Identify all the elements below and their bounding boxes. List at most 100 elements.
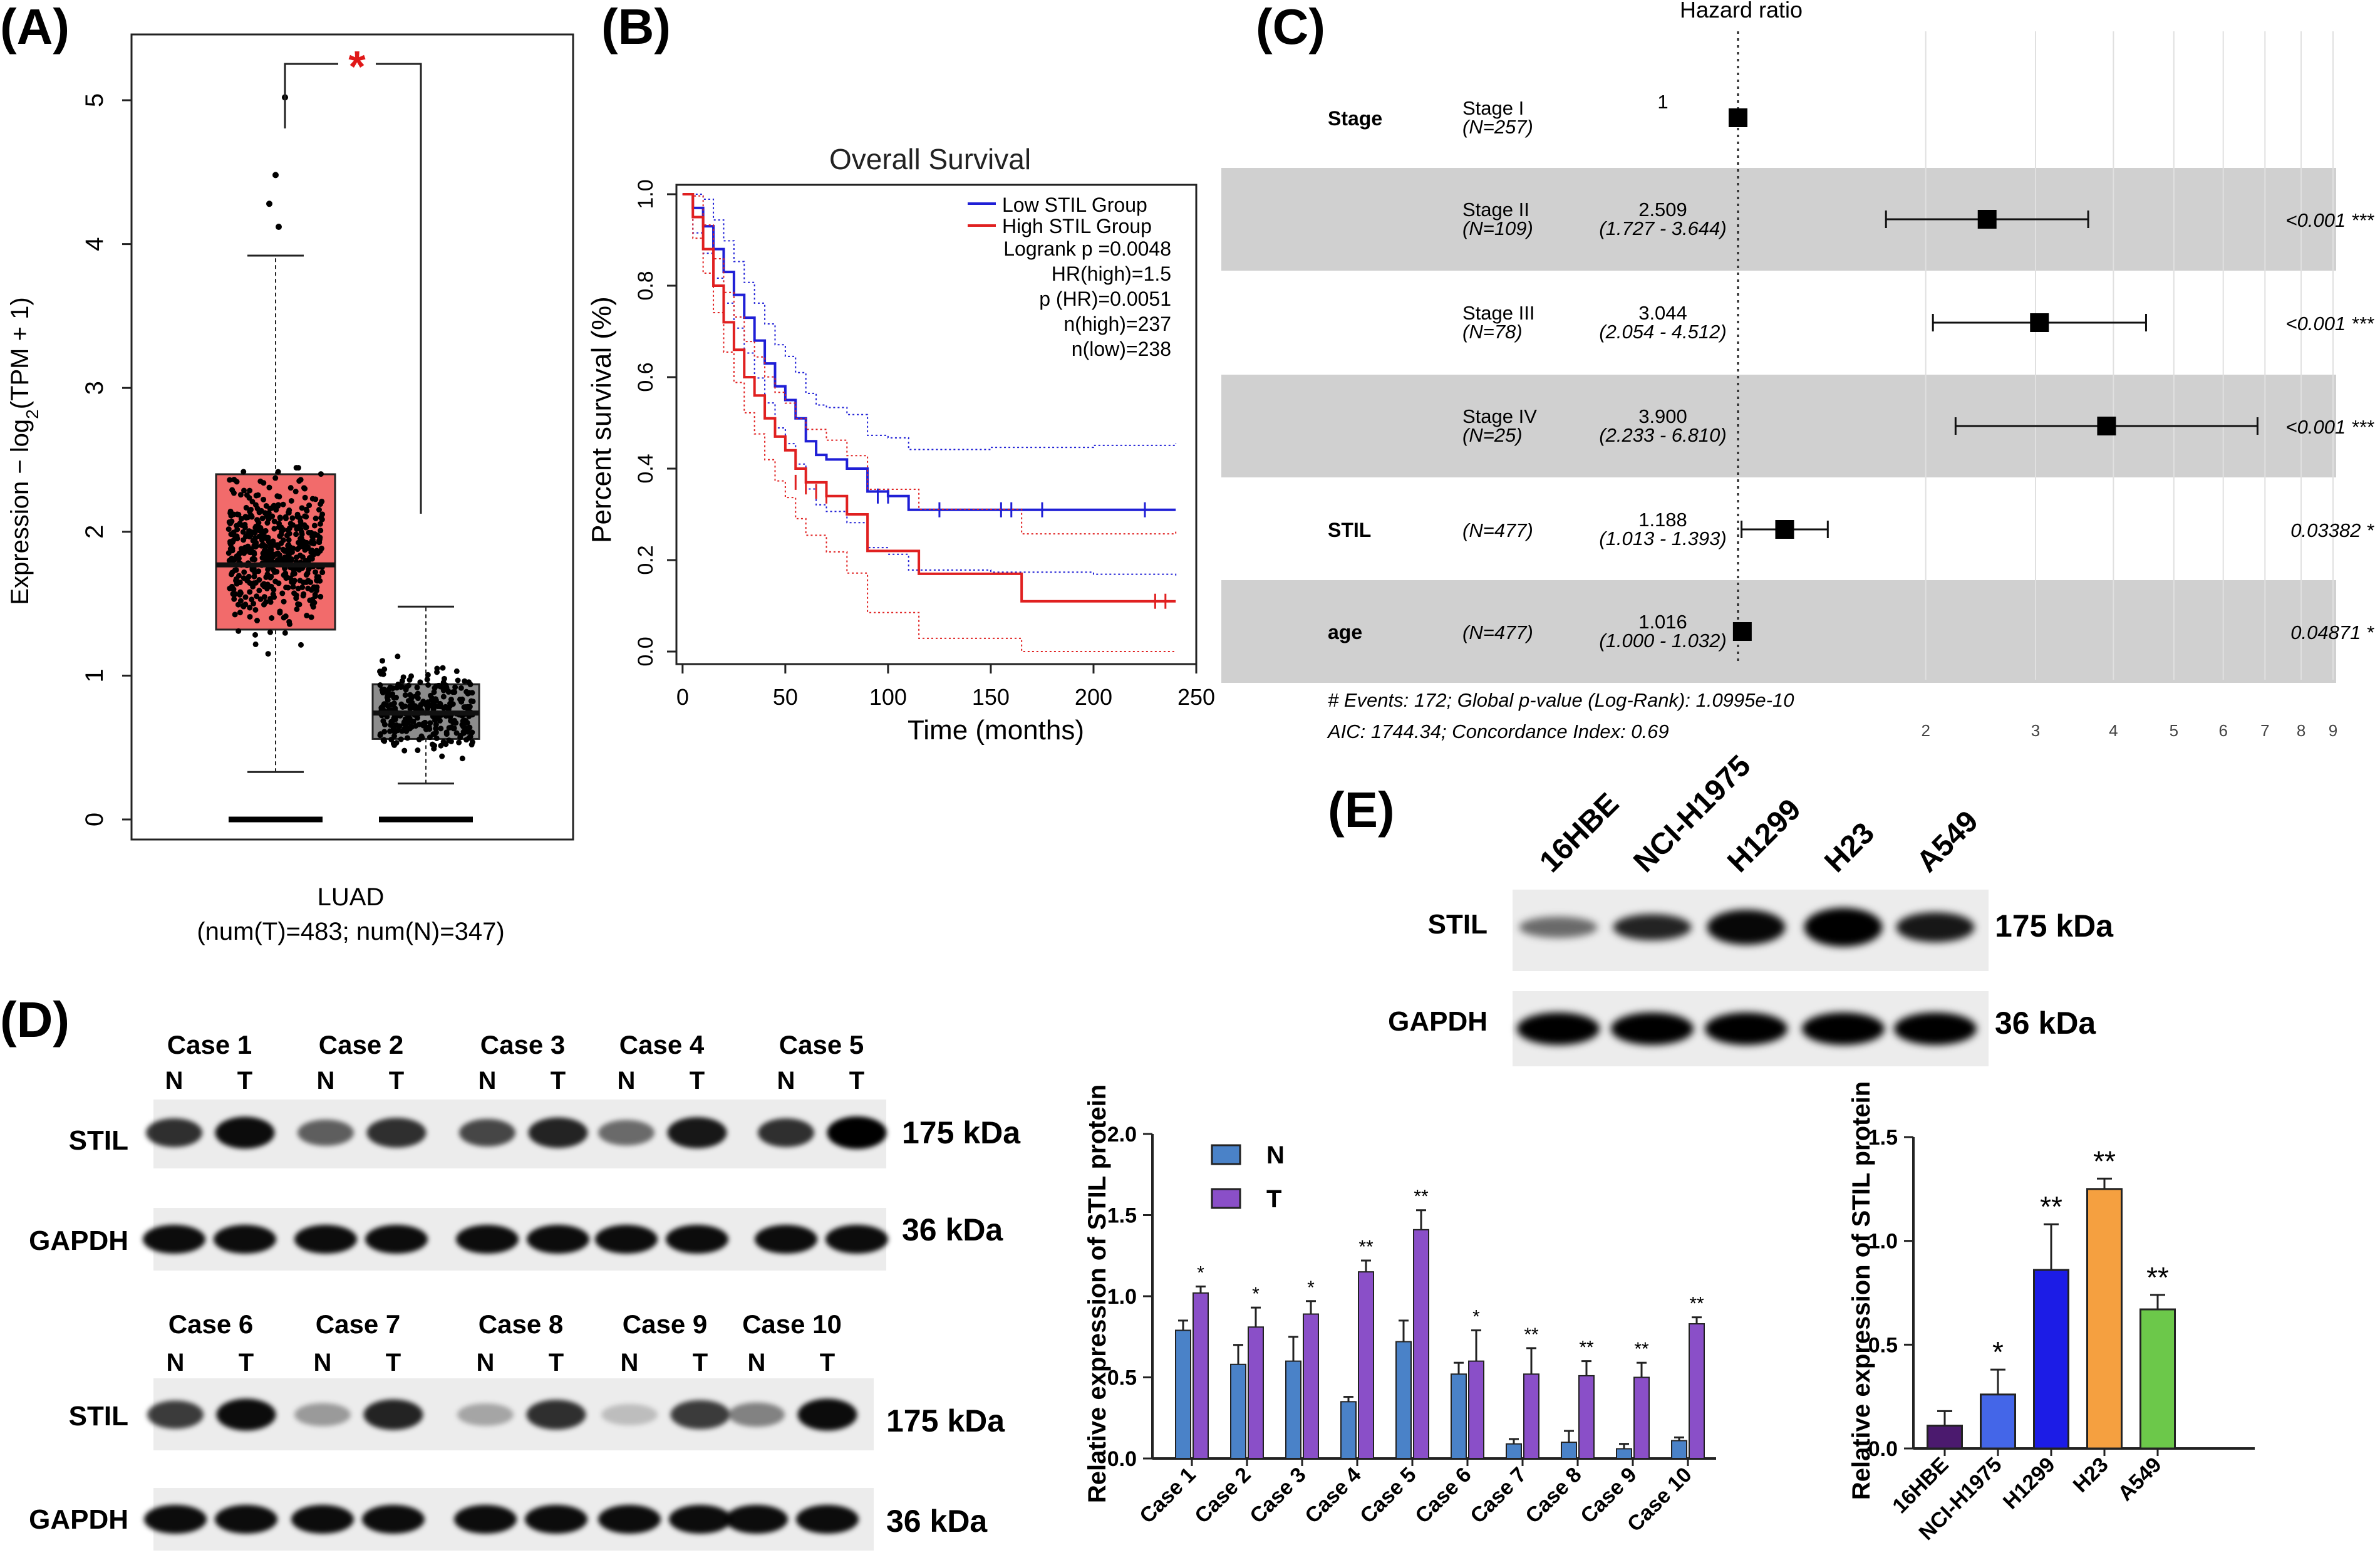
- panel-a-point: [293, 465, 299, 471]
- panel-a-point: [246, 573, 252, 580]
- panel-a-point: [450, 689, 456, 695]
- panel-a-point: [309, 596, 316, 603]
- panel-c-hr: 3.044: [1638, 302, 1687, 324]
- panel-b-ci-upper-1: [682, 194, 1177, 535]
- panel-c-hr-marker: [1732, 622, 1752, 641]
- panel-c-grid: 2 3 4 5 6 7 8 9: [1921, 31, 2337, 740]
- panel-a-point: [416, 721, 422, 727]
- panel-c-n: (N=257): [1462, 116, 1533, 138]
- panel-a-point: [306, 566, 312, 573]
- panel-d-gapdh-band-t: [666, 1225, 728, 1254]
- panel-a-point: [268, 583, 274, 590]
- panel-a-point: [244, 492, 250, 498]
- panel-a-point: [319, 569, 326, 576]
- panel-a-point: [385, 697, 391, 703]
- panel-a-point: [227, 539, 234, 545]
- panel-d-bar-T: [1523, 1373, 1539, 1460]
- panel-a-point: [238, 516, 244, 522]
- panel-b-stat-phr: p (HR)=0.0051: [1039, 288, 1171, 310]
- panel-a-point: [318, 514, 324, 521]
- panel-a-point: [286, 531, 292, 537]
- panel-a-point: [391, 700, 397, 707]
- panel-a-point: [438, 725, 444, 732]
- panel-a-point: [240, 529, 246, 535]
- panel-a-point: [256, 508, 262, 514]
- panel-c-ci: (1.727 - 3.644): [1599, 217, 1726, 239]
- panel-a-point: [275, 544, 281, 551]
- panel-c-p: <0.001 ***: [2286, 313, 2374, 335]
- panel-d-lane-n: N: [165, 1067, 184, 1094]
- panel-d-top-labels: Case 1 N T Case 2 N T Case 3 N T Case 4 N T Case 5 N T: [165, 1030, 865, 1094]
- panel-d-legend-n-swatch: [1211, 1144, 1241, 1165]
- panel-a-boxes: [215, 94, 480, 785]
- panel-b-survival: Overall Survival 0 50 100 150 200 250 0.0 0.2 0.…: [586, 143, 1215, 746]
- panel-c-ci: (1.013 - 1.393): [1599, 528, 1726, 549]
- panel-c-x-tick-label: 5: [2170, 721, 2178, 740]
- panel-a-point: [438, 684, 444, 690]
- panel-d-lane-n: N: [167, 1349, 185, 1376]
- panel-a-point: [405, 735, 411, 741]
- panel-b-stat-hr: HR(high)=1.5: [1052, 263, 1171, 285]
- panel-a-point: [256, 568, 262, 575]
- panel-a-point: [287, 575, 294, 581]
- panel-b-frame: [675, 184, 1198, 665]
- panel-a-point: [275, 502, 281, 508]
- panel-a-point: [301, 580, 307, 586]
- panel-a-point: [279, 529, 285, 535]
- panel-a-point: [318, 471, 324, 477]
- panel-d-bar-N: [1506, 1443, 1522, 1459]
- panel-a-point: [232, 611, 238, 618]
- panel-a-x-label: LUAD: [318, 883, 385, 911]
- panel-c-x-tick-label: 8: [2297, 721, 2305, 740]
- panel-a-point: [405, 698, 411, 704]
- panel-a-point: [381, 701, 388, 707]
- panel-e-bar-significance: **: [2040, 1190, 2062, 1223]
- panel-d-case-label: Case 1: [167, 1030, 252, 1059]
- panel-c-rows: Stage Stage I(N=257) 1 Stage II(N=109) 2.509…: [1328, 91, 2374, 652]
- panel-d-bar-significance: *: [1472, 1306, 1480, 1327]
- panel-a-point: [241, 550, 247, 556]
- panel-a-significance-bracket: [284, 63, 422, 514]
- panel-d-case-label: Case 4: [619, 1030, 705, 1059]
- panel-a-point: [241, 487, 247, 494]
- panel-d-bottom-stil-label: STIL: [69, 1401, 128, 1432]
- panel-a-point: [437, 701, 443, 707]
- panel-d-bar-T: [1689, 1323, 1705, 1460]
- panel-e-gapdh-bands: [1517, 1012, 1977, 1045]
- panel-d-bar-y-label: Relative expression of STIL protein: [1084, 1084, 1111, 1503]
- panel-e-bar: [2033, 1269, 2069, 1450]
- panel-d-gapdh-band-n: [755, 1225, 817, 1254]
- panel-label-d: (D): [0, 992, 70, 1048]
- panel-a-point: [310, 533, 316, 539]
- panel-a-point: [380, 658, 386, 664]
- panel-a-point: [254, 618, 261, 624]
- panel-a-point: [277, 608, 283, 615]
- panel-d-bar-y-tick-label: 0.5: [1107, 1366, 1137, 1390]
- panel-label-b: (B): [601, 0, 671, 55]
- panel-a-point: [439, 753, 445, 759]
- panel-c-x-tick-label: 7: [2260, 721, 2269, 740]
- panel-a-point: [408, 724, 414, 731]
- panel-d-case-label: Case 9: [623, 1309, 707, 1339]
- panel-d-gapdh-band-t: [669, 1505, 732, 1534]
- panel-d-case-label: Case 5: [779, 1030, 864, 1059]
- panel-a-point: [252, 535, 259, 541]
- panel-a-point: [252, 632, 259, 638]
- panel-a-point: [227, 477, 233, 483]
- panel-e-bar: [2086, 1188, 2123, 1450]
- panel-d-lane-t: T: [549, 1349, 564, 1376]
- panel-a-point: [281, 598, 287, 605]
- panel-a-point: [295, 601, 301, 607]
- panel-c-hr-marker: [2097, 417, 2116, 435]
- panel-a-point: [291, 590, 298, 596]
- panel-d-lane-t: T: [690, 1067, 705, 1094]
- panel-a-point: [311, 523, 318, 529]
- panel-d-blots: Case 1 N T Case 2 N T Case 3 N T Case 4 N T Case 5 N T…: [29, 1030, 1021, 1551]
- panel-d-bar-N: [1616, 1448, 1632, 1459]
- panel-a-point: [300, 593, 306, 599]
- panel-a-point: [246, 531, 252, 537]
- panel-d-gapdh-band-n: [294, 1225, 357, 1254]
- panel-a-point: [250, 549, 256, 556]
- panel-a-point: [317, 521, 323, 527]
